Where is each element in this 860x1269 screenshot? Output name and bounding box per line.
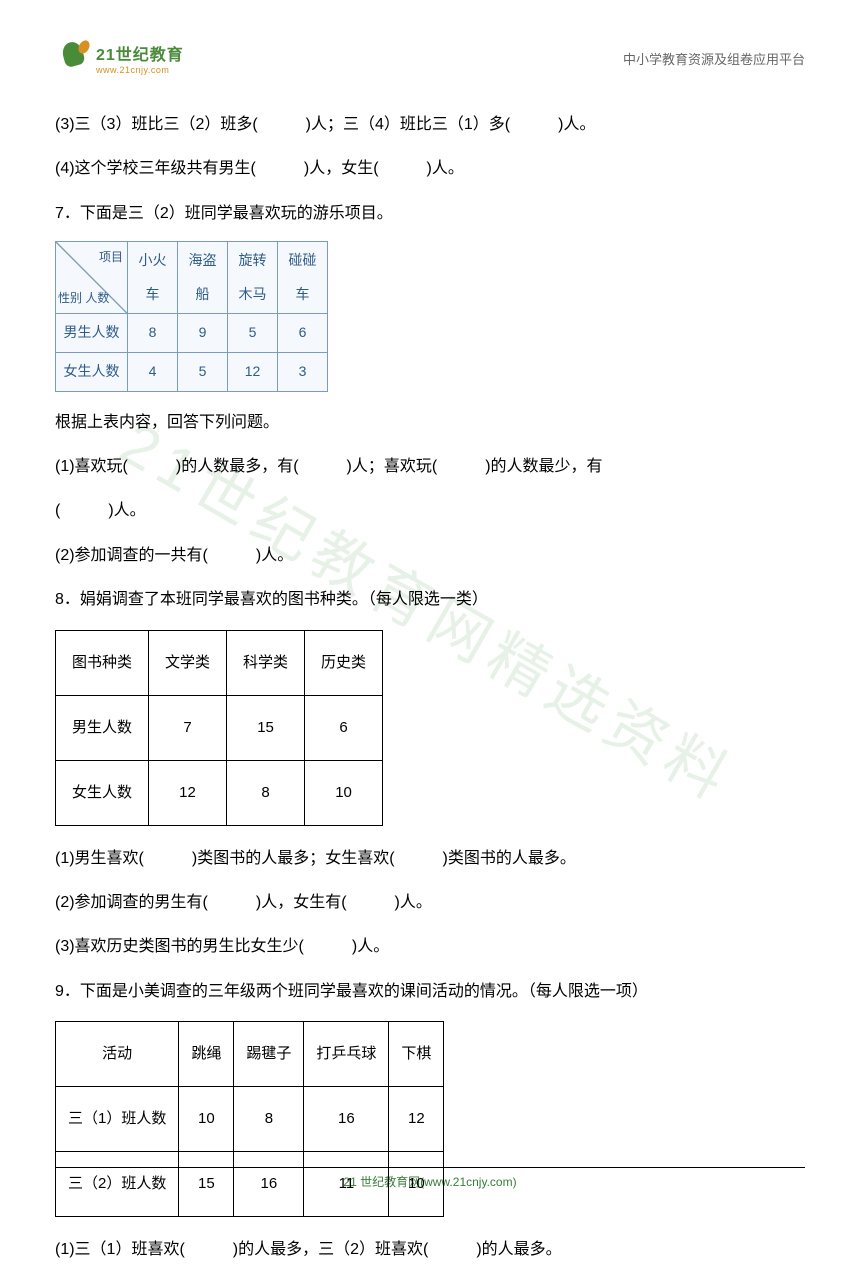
question-7-title: 7．下面是三（2）班同学最喜欢玩的游乐项目。 [55,195,805,233]
header-right-text: 中小学教育资源及组卷应用平台 [623,49,805,68]
table-row: 女生人数 12 8 10 [56,760,383,825]
question-8-title: 8．娟娟调查了本班同学最喜欢的图书种类。（每人限选一类） [55,581,805,619]
table-header-cell: 海盗船 [178,242,228,314]
table-header-cell: 活动 [56,1022,179,1087]
table-cell: 5 [228,314,278,353]
table-cell: 8 [234,1087,304,1152]
table-row: 男生人数 7 15 6 [56,695,383,760]
question-7-intro: 根据上表内容，回答下列问题。 [55,404,805,442]
table-9: 活动 跳绳 踢毽子 打乒乓球 下棋 三（1）班人数 10 8 16 12 三（2… [55,1021,444,1217]
page-header: 21世纪教育 www.21cnjy.com 中小学教育资源及组卷应用平台 [55,40,805,76]
question-9-1: (1)三（1）班喜欢( )的人最多，三（2）班喜欢( )的人最多。 [55,1231,805,1269]
table-row: 项目 性别 人数 小火车 海盗船 旋转木马 碰碰车 [56,242,328,314]
table-cell: 12 [149,760,227,825]
question-8-1: (1)男生喜欢( )类图书的人最多；女生喜欢( )类图书的人最多。 [55,840,805,878]
row-label: 男生人数 [56,314,128,353]
row-label: 女生人数 [56,760,149,825]
table-row: 男生人数 8 9 5 6 [56,314,328,353]
table-cell: 4 [128,352,178,391]
table-row: 活动 跳绳 踢毽子 打乒乓球 下棋 [56,1022,444,1087]
logo-title: 21世纪教育 [96,41,184,65]
table-8: 图书种类 文学类 科学类 历史类 男生人数 7 15 6 女生人数 12 8 1… [55,630,383,826]
table-cell: 8 [227,760,305,825]
table-header-cell: 文学类 [149,630,227,695]
question-7-1a: (1)喜欢玩( )的人数最多，有( )人；喜欢玩( )的人数最少，有 [55,448,805,486]
table-cell: 6 [305,695,383,760]
logo: 21世纪教育 www.21cnjy.com [55,40,184,76]
diag-top-label: 项目 [99,243,123,272]
table-cell: 10 [305,760,383,825]
table-cell: 10 [179,1087,234,1152]
table-cell: 16 [304,1087,389,1152]
table-header-cell: 历史类 [305,630,383,695]
question-6-3: (3)三（3）班比三（2）班多( )人；三（4）班比三（1）多( )人。 [55,106,805,144]
table-7: 项目 性别 人数 小火车 海盗船 旋转木马 碰碰车 男生人数 8 9 5 6 女… [55,241,328,391]
table-cell: 8 [128,314,178,353]
row-label: 三（1）班人数 [56,1087,179,1152]
table-cell: 12 [389,1087,444,1152]
table-header-cell: 下棋 [389,1022,444,1087]
table-header-cell: 跳绳 [179,1022,234,1087]
table-header-cell: 旋转木马 [228,242,278,314]
logo-icon [55,40,91,76]
row-label: 男生人数 [56,695,149,760]
table-row: 女生人数 4 5 12 3 [56,352,328,391]
question-6-4: (4)这个学校三年级共有男生( )人，女生( )人。 [55,150,805,188]
table-cell: 11 [304,1152,389,1217]
table-cell: 3 [278,352,328,391]
table-7-container: 项目 性别 人数 小火车 海盗船 旋转木马 碰碰车 男生人数 8 9 5 6 女… [55,241,805,391]
table-header-cell: 碰碰车 [278,242,328,314]
row-label: 三（2）班人数 [56,1152,179,1217]
table-cell: 7 [149,695,227,760]
table-header-cell: 踢毽子 [234,1022,304,1087]
table-row: 三（2）班人数 15 16 11 10 [56,1152,444,1217]
question-9-title: 9．下面是小美调查的三年级两个班同学最喜欢的课间活动的情况。（每人限选一项） [55,973,805,1011]
content-area: (3)三（3）班比三（2）班多( )人；三（4）班比三（1）多( )人。 (4)… [55,106,805,1269]
table-header-cell: 图书种类 [56,630,149,695]
table-cell: 9 [178,314,228,353]
table-row: 三（1）班人数 10 8 16 12 [56,1087,444,1152]
question-7-1b: ( )人。 [55,492,805,530]
table-cell: 10 [389,1152,444,1217]
table-cell: 16 [234,1152,304,1217]
question-8-2: (2)参加调查的男生有( )人，女生有( )人。 [55,884,805,922]
question-8-3: (3)喜欢历史类图书的男生比女生少( )人。 [55,928,805,966]
table-cell: 5 [178,352,228,391]
table-cell: 15 [227,695,305,760]
table-header-cell: 科学类 [227,630,305,695]
question-7-2: (2)参加调查的一共有( )人。 [55,537,805,575]
table-header-cell: 小火车 [128,242,178,314]
table-row: 图书种类 文学类 科学类 历史类 [56,630,383,695]
logo-text: 21世纪教育 www.21cnjy.com [96,41,184,75]
table-cell: 12 [228,352,278,391]
diagonal-header-cell: 项目 性别 人数 [56,242,128,314]
table-cell: 15 [179,1152,234,1217]
table-header-cell: 打乒乓球 [304,1022,389,1087]
logo-url: www.21cnjy.com [96,65,184,75]
row-label: 女生人数 [56,352,128,391]
table-cell: 6 [278,314,328,353]
diag-bottom-label: 性别 人数 [58,284,109,313]
